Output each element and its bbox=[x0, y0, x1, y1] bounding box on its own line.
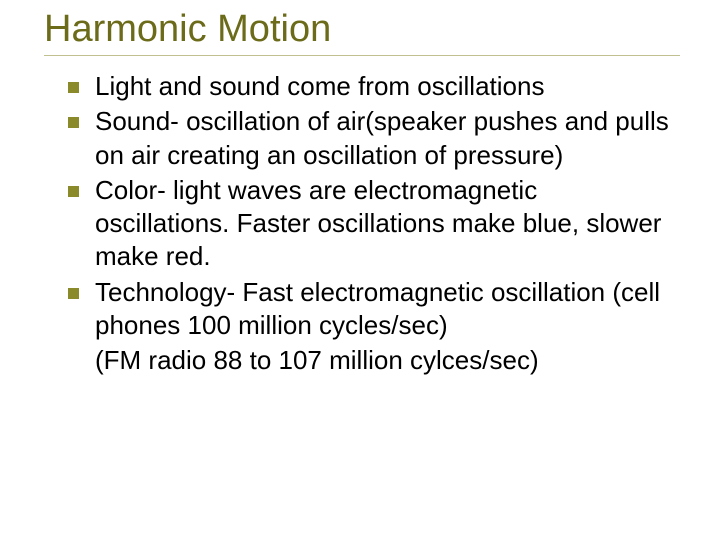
list-item: Sound- oscillation of air(speaker pushes… bbox=[68, 105, 670, 172]
list-item: Color- light waves are electromagnetic o… bbox=[68, 174, 670, 274]
bullet-icon bbox=[68, 117, 79, 128]
item-text: Light and sound come from oscillations bbox=[95, 70, 544, 103]
list-item: Technology- Fast electromagnetic oscilla… bbox=[68, 276, 670, 343]
bullet-icon bbox=[68, 186, 79, 197]
slide-title: Harmonic Motion bbox=[44, 8, 680, 56]
item-text: Color- light waves are electromagnetic o… bbox=[95, 174, 670, 274]
continuation-text: (FM radio 88 to 107 million cylces/sec) bbox=[95, 344, 670, 377]
slide-content: Light and sound come from oscillations S… bbox=[48, 70, 680, 377]
item-text: Sound- oscillation of air(speaker pushes… bbox=[95, 105, 670, 172]
bullet-icon bbox=[68, 288, 79, 299]
item-text: Technology- Fast electromagnetic oscilla… bbox=[95, 276, 670, 343]
bullet-icon bbox=[68, 82, 79, 93]
slide: Harmonic Motion Light and sound come fro… bbox=[0, 0, 720, 540]
list-item: Light and sound come from oscillations bbox=[68, 70, 670, 103]
